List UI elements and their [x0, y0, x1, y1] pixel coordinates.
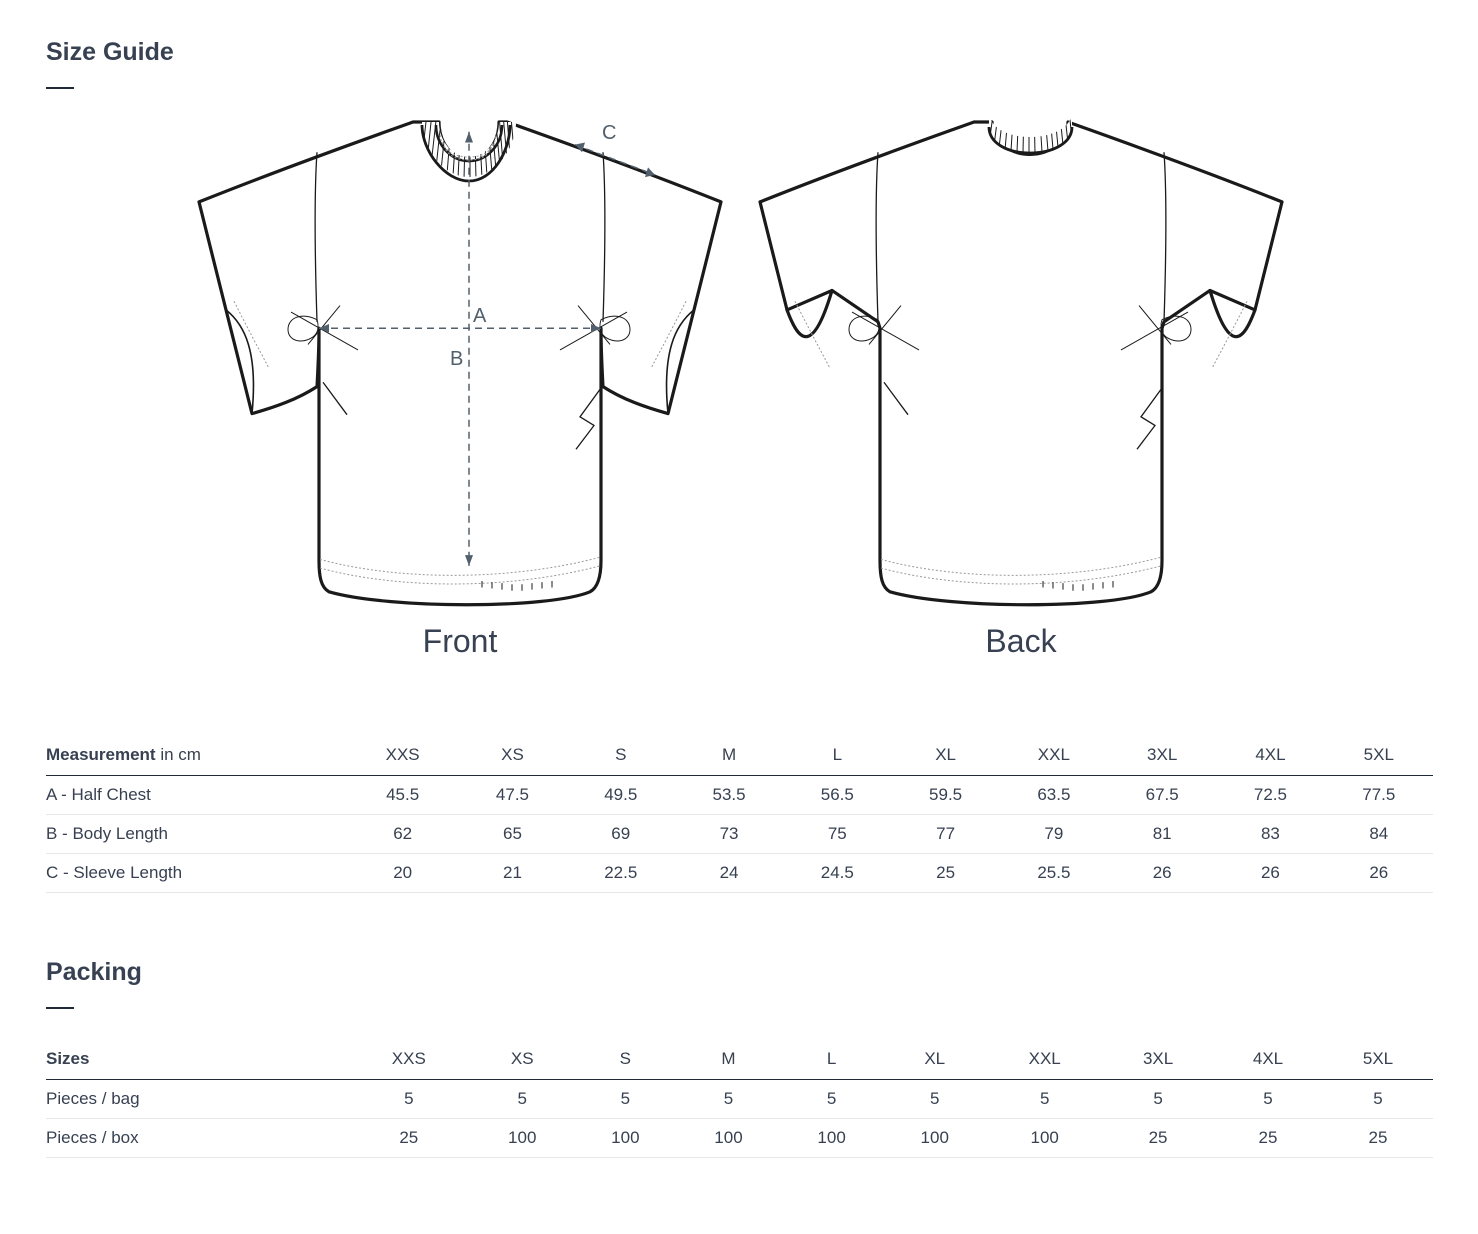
- svg-text:C: C: [602, 122, 616, 144]
- svg-text:A: A: [473, 305, 487, 327]
- svg-text:B: B: [450, 348, 463, 370]
